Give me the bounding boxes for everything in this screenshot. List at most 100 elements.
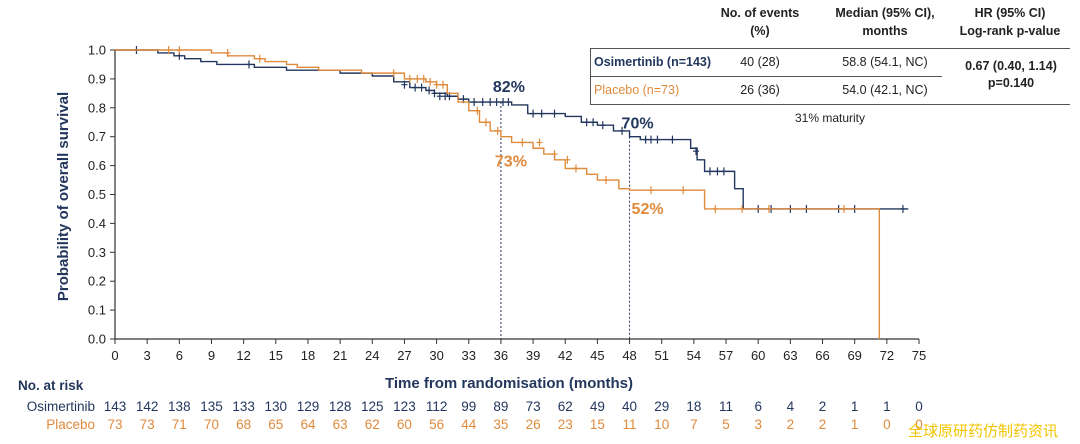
x-tick-label: 75 [912,348,926,363]
x-tick-label: 45 [590,348,604,363]
summary-table: No. of events (%) Median (95% CI), month… [590,4,1070,134]
risk-count: 7 [690,417,698,432]
risk-count: 0 [915,417,923,432]
risk-count: 5 [722,417,730,432]
x-tick-label: 72 [880,348,894,363]
x-tick-label: 66 [815,348,829,363]
x-tick-label: 24 [365,348,379,363]
x-tick-label: 3 [144,348,151,363]
y-tick-label: 0.9 [88,71,106,86]
risk-count: 56 [429,417,444,432]
risk-count: 125 [361,399,384,414]
row-label-osimertinib: Osimertinib (n=143) [594,55,712,69]
table-top-rule [590,48,1070,49]
row-label-placebo: Placebo (n=73) [594,83,680,97]
risk-count: 35 [493,417,508,432]
risk-count: 138 [168,399,191,414]
row-osimertinib-events: 40 (28) [740,55,780,69]
risk-count: 3 [754,417,762,432]
risk-count: 23 [558,417,573,432]
risk-count: 130 [265,399,288,414]
risk-count: 44 [461,417,477,432]
maturity-note: 31% maturity [794,111,866,125]
y-tick-label: 0.4 [88,216,106,231]
annotation-label: 70% [622,116,654,133]
series-line-osimertinib [115,49,909,210]
risk-count: 99 [461,399,476,414]
x-tick-label: 36 [494,348,508,363]
risk-count: 1 [851,417,859,432]
risk-count: 73 [526,399,541,414]
risk-count: 18 [686,399,701,414]
risk-row-label: Placebo [46,417,95,432]
y-tick-label: 0.5 [88,187,106,202]
x-tick-label: 42 [558,348,572,363]
x-tick-label: 12 [236,348,250,363]
risk-count: 2 [787,417,795,432]
row-placebo-events: 26 (36) [740,83,780,97]
x-tick-label: 30 [429,348,443,363]
risk-count: 64 [300,417,316,432]
annotation-label: 82% [493,79,525,96]
y-tick-label: 0.7 [88,129,106,144]
risk-count: 65 [268,417,283,432]
header-median: Median (95% CI), months [835,6,935,38]
x-tick-label: 27 [397,348,411,363]
risk-count: 11 [719,399,733,414]
risk-count: 6 [754,399,762,414]
risk-count: 49 [590,399,605,414]
risk-count: 1 [883,399,891,414]
x-tick-label: 69 [847,348,861,363]
risk-count: 1 [851,399,859,414]
x-tick-label: 9 [208,348,215,363]
y-tick-label: 0.0 [88,332,106,347]
header-events: No. of events (%) [720,6,800,38]
risk-row-label: Osimertinib [27,399,95,414]
x-tick-label: 48 [622,348,636,363]
y-axis-label: Probability of overall survival [55,92,72,301]
risk-count: 71 [172,417,187,432]
risk-count: 0 [883,417,891,432]
risk-count: 4 [787,399,795,414]
risk-count: 2 [819,399,827,414]
risk-count: 70 [204,417,219,432]
x-axis-label: Time from randomisation (months) [385,375,633,392]
table-bottom-rule [590,104,1070,105]
risk-count: 89 [493,399,508,414]
row-placebo-median: 54.0 (42.1, NC) [842,83,928,97]
risk-count: 143 [104,399,127,414]
y-tick-label: 0.3 [88,245,106,260]
series-line-placebo [115,49,881,339]
x-tick-label: 6 [176,348,183,363]
annotation-label: 73% [495,154,527,171]
x-tick-label: 33 [462,348,476,363]
risk-count: 29 [654,399,669,414]
risk-count: 62 [365,417,380,432]
x-tick-label: 57 [719,348,733,363]
y-tick-label: 0.1 [88,303,106,318]
risk-count: 135 [200,399,223,414]
risk-count: 2 [819,417,827,432]
y-tick-label: 0.8 [88,100,106,115]
y-tick-label: 1.0 [88,43,106,58]
annotation-label: 52% [632,201,664,218]
risk-count: 73 [140,417,155,432]
risk-count: 112 [426,399,448,414]
hr-value: 0.67 (0.40, 1.14) [965,59,1057,73]
risk-table-title: No. at risk [18,378,84,393]
x-tick-label: 54 [687,348,701,363]
x-tick-label: 63 [783,348,797,363]
x-tick-label: 18 [301,348,315,363]
risk-count: 11 [623,417,637,432]
risk-count: 63 [333,417,348,432]
x-tick-label: 15 [269,348,283,363]
risk-count: 129 [297,399,320,414]
risk-count: 128 [329,399,352,414]
risk-count: 142 [136,399,159,414]
risk-count: 62 [558,399,573,414]
y-tick-label: 0.6 [88,158,106,173]
watermark-text: 全球原研药仿制药资讯 [907,422,1058,440]
risk-count: 68 [236,417,251,432]
risk-count: 26 [526,417,541,432]
